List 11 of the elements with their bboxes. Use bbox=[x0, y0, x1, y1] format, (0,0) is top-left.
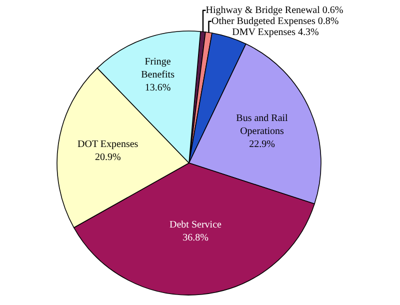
slice-label: Other Budgeted Expenses 0.8% bbox=[211, 16, 339, 27]
data-label: 22.9% bbox=[249, 139, 275, 150]
slice-label: DMV Expenses 4.3% bbox=[232, 26, 319, 38]
slice-label: Debt Service bbox=[170, 220, 222, 231]
slice-label: Fringe Benefits bbox=[141, 56, 175, 81]
data-label: 13.6% bbox=[144, 82, 171, 94]
slice-label: Highway & Bridge Renewal 0.6% bbox=[206, 4, 344, 16]
data-label: 20.9% bbox=[94, 152, 121, 164]
slice-label: DOT Expenses bbox=[78, 139, 138, 150]
slice-label: Bus and Rail Operations bbox=[236, 113, 288, 138]
data-label: 36.8% bbox=[182, 232, 208, 244]
